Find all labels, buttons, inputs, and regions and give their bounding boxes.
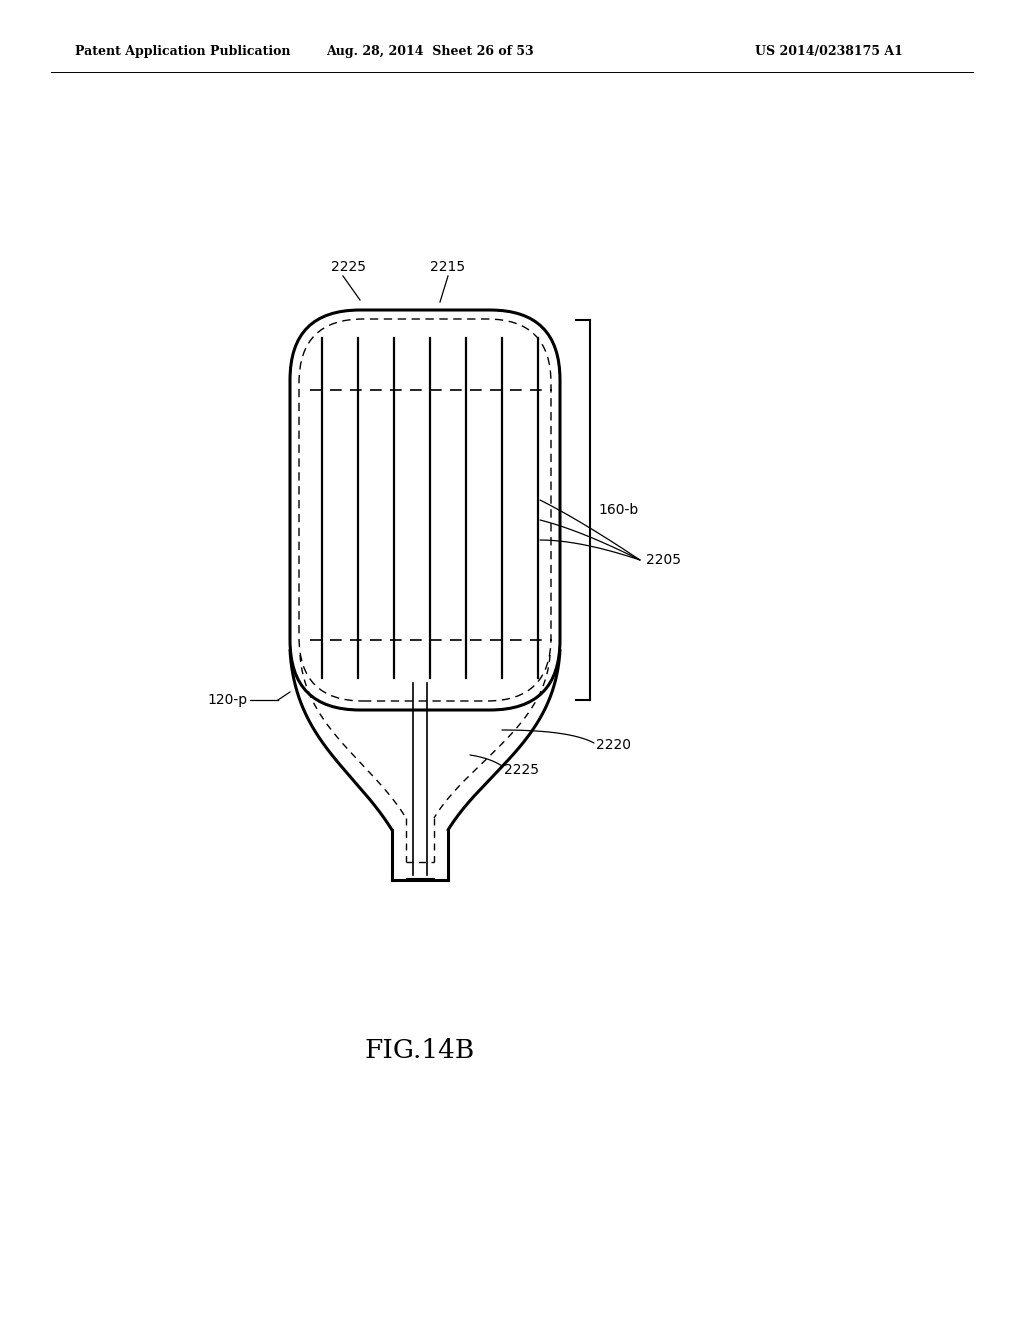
Text: 2205: 2205 [646, 553, 681, 568]
Text: 160-b: 160-b [598, 503, 638, 517]
Text: Aug. 28, 2014  Sheet 26 of 53: Aug. 28, 2014 Sheet 26 of 53 [327, 45, 534, 58]
Text: 2220: 2220 [596, 738, 631, 752]
Text: US 2014/0238175 A1: US 2014/0238175 A1 [755, 45, 903, 58]
Text: 2225: 2225 [504, 763, 539, 777]
Text: 2225: 2225 [331, 260, 366, 275]
Text: Patent Application Publication: Patent Application Publication [75, 45, 291, 58]
Text: 2215: 2215 [430, 260, 466, 275]
Text: FIG.14B: FIG.14B [365, 1038, 475, 1063]
Text: 120-p: 120-p [208, 693, 248, 708]
